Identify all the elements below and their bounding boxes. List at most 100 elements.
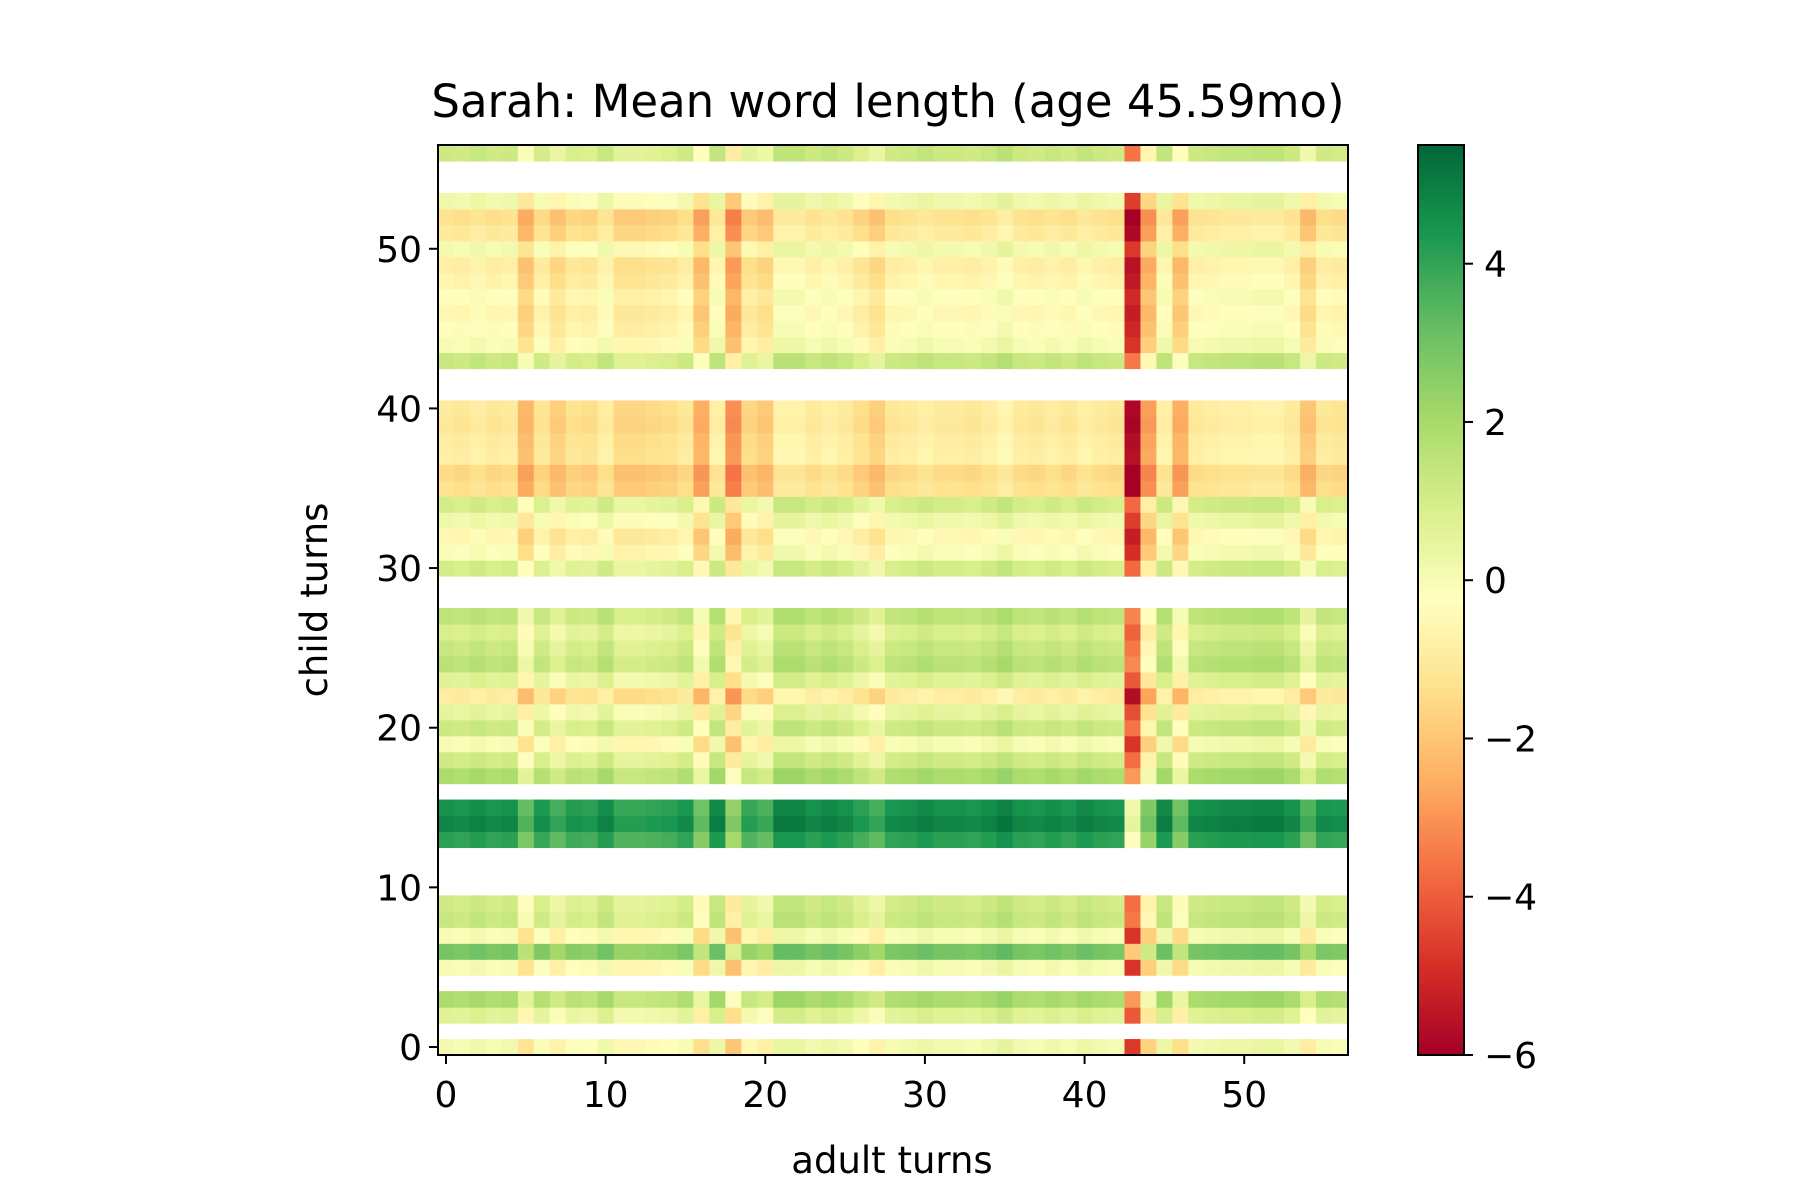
heatmap-cell xyxy=(1316,607,1333,625)
heatmap-cell xyxy=(1156,799,1173,817)
heatmap-cell xyxy=(1140,224,1158,242)
heatmap-cell xyxy=(1316,655,1333,673)
heatmap-cell xyxy=(1140,544,1158,561)
heatmap-cell xyxy=(1220,719,1237,737)
heatmap-cell xyxy=(677,224,695,242)
heatmap-cell xyxy=(549,719,567,737)
heatmap-cell xyxy=(501,560,519,577)
heatmap-cell xyxy=(980,959,998,976)
heatmap-cell xyxy=(1252,1039,1269,1056)
heatmap-cell xyxy=(1188,416,1205,433)
heatmap-cell xyxy=(613,336,631,354)
heatmap-cell xyxy=(1300,671,1317,689)
heatmap-cell xyxy=(453,208,471,226)
heatmap-cell xyxy=(821,496,838,513)
heatmap-cell xyxy=(821,831,838,849)
heatmap-cell xyxy=(645,927,663,944)
heatmap-cell xyxy=(1028,208,1046,226)
heatmap-cell xyxy=(900,639,918,657)
heatmap-cell xyxy=(1124,815,1142,833)
heatmap-cell xyxy=(1236,639,1253,657)
heatmap-cell xyxy=(613,655,631,673)
heatmap-cell xyxy=(948,208,966,226)
heatmap-cell xyxy=(517,943,535,960)
heatmap-cell xyxy=(693,911,710,928)
heatmap-cell xyxy=(1332,560,1349,577)
heatmap-cell xyxy=(1300,256,1317,274)
heatmap-cell xyxy=(996,927,1014,944)
heatmap-cell xyxy=(1092,256,1110,274)
heatmap-cell xyxy=(900,607,918,625)
heatmap-cell xyxy=(661,687,679,705)
heatmap-cell xyxy=(1028,528,1046,545)
heatmap-cell xyxy=(709,671,726,689)
heatmap-cell xyxy=(1268,815,1285,833)
heatmap-cell xyxy=(837,767,854,785)
heatmap-cell xyxy=(438,336,455,354)
heatmap-cell xyxy=(1156,735,1173,753)
heatmap-cell xyxy=(645,416,663,433)
heatmap-cell xyxy=(453,767,471,785)
heatmap-cell xyxy=(837,256,854,274)
heatmap-cell xyxy=(980,145,998,162)
heatmap-cell xyxy=(821,991,838,1008)
heatmap-cell xyxy=(1236,208,1253,226)
heatmap-cell xyxy=(438,208,455,226)
heatmap-cell xyxy=(1252,480,1269,497)
heatmap-cell xyxy=(645,320,663,338)
heatmap-cell xyxy=(916,320,934,338)
heatmap-cell xyxy=(597,799,615,817)
heatmap-cell xyxy=(1124,751,1142,769)
heatmap-cell xyxy=(1332,607,1349,625)
heatmap-cell xyxy=(853,416,870,433)
heatmap-cell xyxy=(964,400,982,417)
heatmap-cell xyxy=(677,336,695,354)
heatmap-cell xyxy=(597,991,615,1008)
heatmap-cell xyxy=(517,544,535,561)
heatmap-cell xyxy=(1140,735,1158,753)
heatmap-cell xyxy=(1268,1039,1285,1056)
heatmap-cell xyxy=(453,911,471,928)
heatmap-cell xyxy=(1060,639,1078,657)
heatmap-cell xyxy=(1012,192,1030,210)
heatmap-cell xyxy=(645,256,663,274)
heatmap-cell xyxy=(613,751,631,769)
heatmap-cell xyxy=(1156,256,1173,274)
heatmap-cell xyxy=(1028,480,1046,497)
heatmap-cell xyxy=(996,544,1014,561)
heatmap-cell xyxy=(565,432,583,449)
heatmap-cell xyxy=(821,1007,838,1024)
heatmap-cell xyxy=(709,256,726,274)
heatmap-cell xyxy=(1236,480,1253,497)
heatmap-cell xyxy=(453,192,471,210)
heatmap-cell xyxy=(741,751,758,769)
heatmap-cell xyxy=(1220,416,1237,433)
heatmap-cell xyxy=(805,272,822,290)
heatmap-cell xyxy=(932,400,950,417)
heatmap-cell xyxy=(725,288,742,306)
heatmap-cell xyxy=(1316,304,1333,322)
heatmap-cell xyxy=(693,735,710,753)
heatmap-cell xyxy=(693,145,710,162)
heatmap-cell xyxy=(1092,991,1110,1008)
heatmap-cell xyxy=(1252,496,1269,513)
heatmap-cell xyxy=(1204,719,1221,737)
heatmap-cell xyxy=(533,831,551,849)
heatmap-cell xyxy=(964,671,982,689)
heatmap-cell xyxy=(501,528,519,545)
heatmap-cell xyxy=(1124,671,1142,689)
heatmap-cell xyxy=(1076,240,1094,258)
heatmap-cell xyxy=(789,560,806,577)
heatmap-cell xyxy=(597,272,615,290)
heatmap-cell xyxy=(980,1007,998,1024)
heatmap-cell xyxy=(581,655,599,673)
heatmap-cell xyxy=(581,352,599,370)
heatmap-cell xyxy=(613,911,631,928)
heatmap-cell xyxy=(1284,895,1301,912)
heatmap-cell xyxy=(805,607,822,625)
heatmap-cell xyxy=(757,1039,774,1056)
heatmap-cell xyxy=(789,623,806,641)
heatmap-cell xyxy=(1284,560,1301,577)
heatmap-cell xyxy=(948,927,966,944)
heatmap-cell xyxy=(485,943,503,960)
